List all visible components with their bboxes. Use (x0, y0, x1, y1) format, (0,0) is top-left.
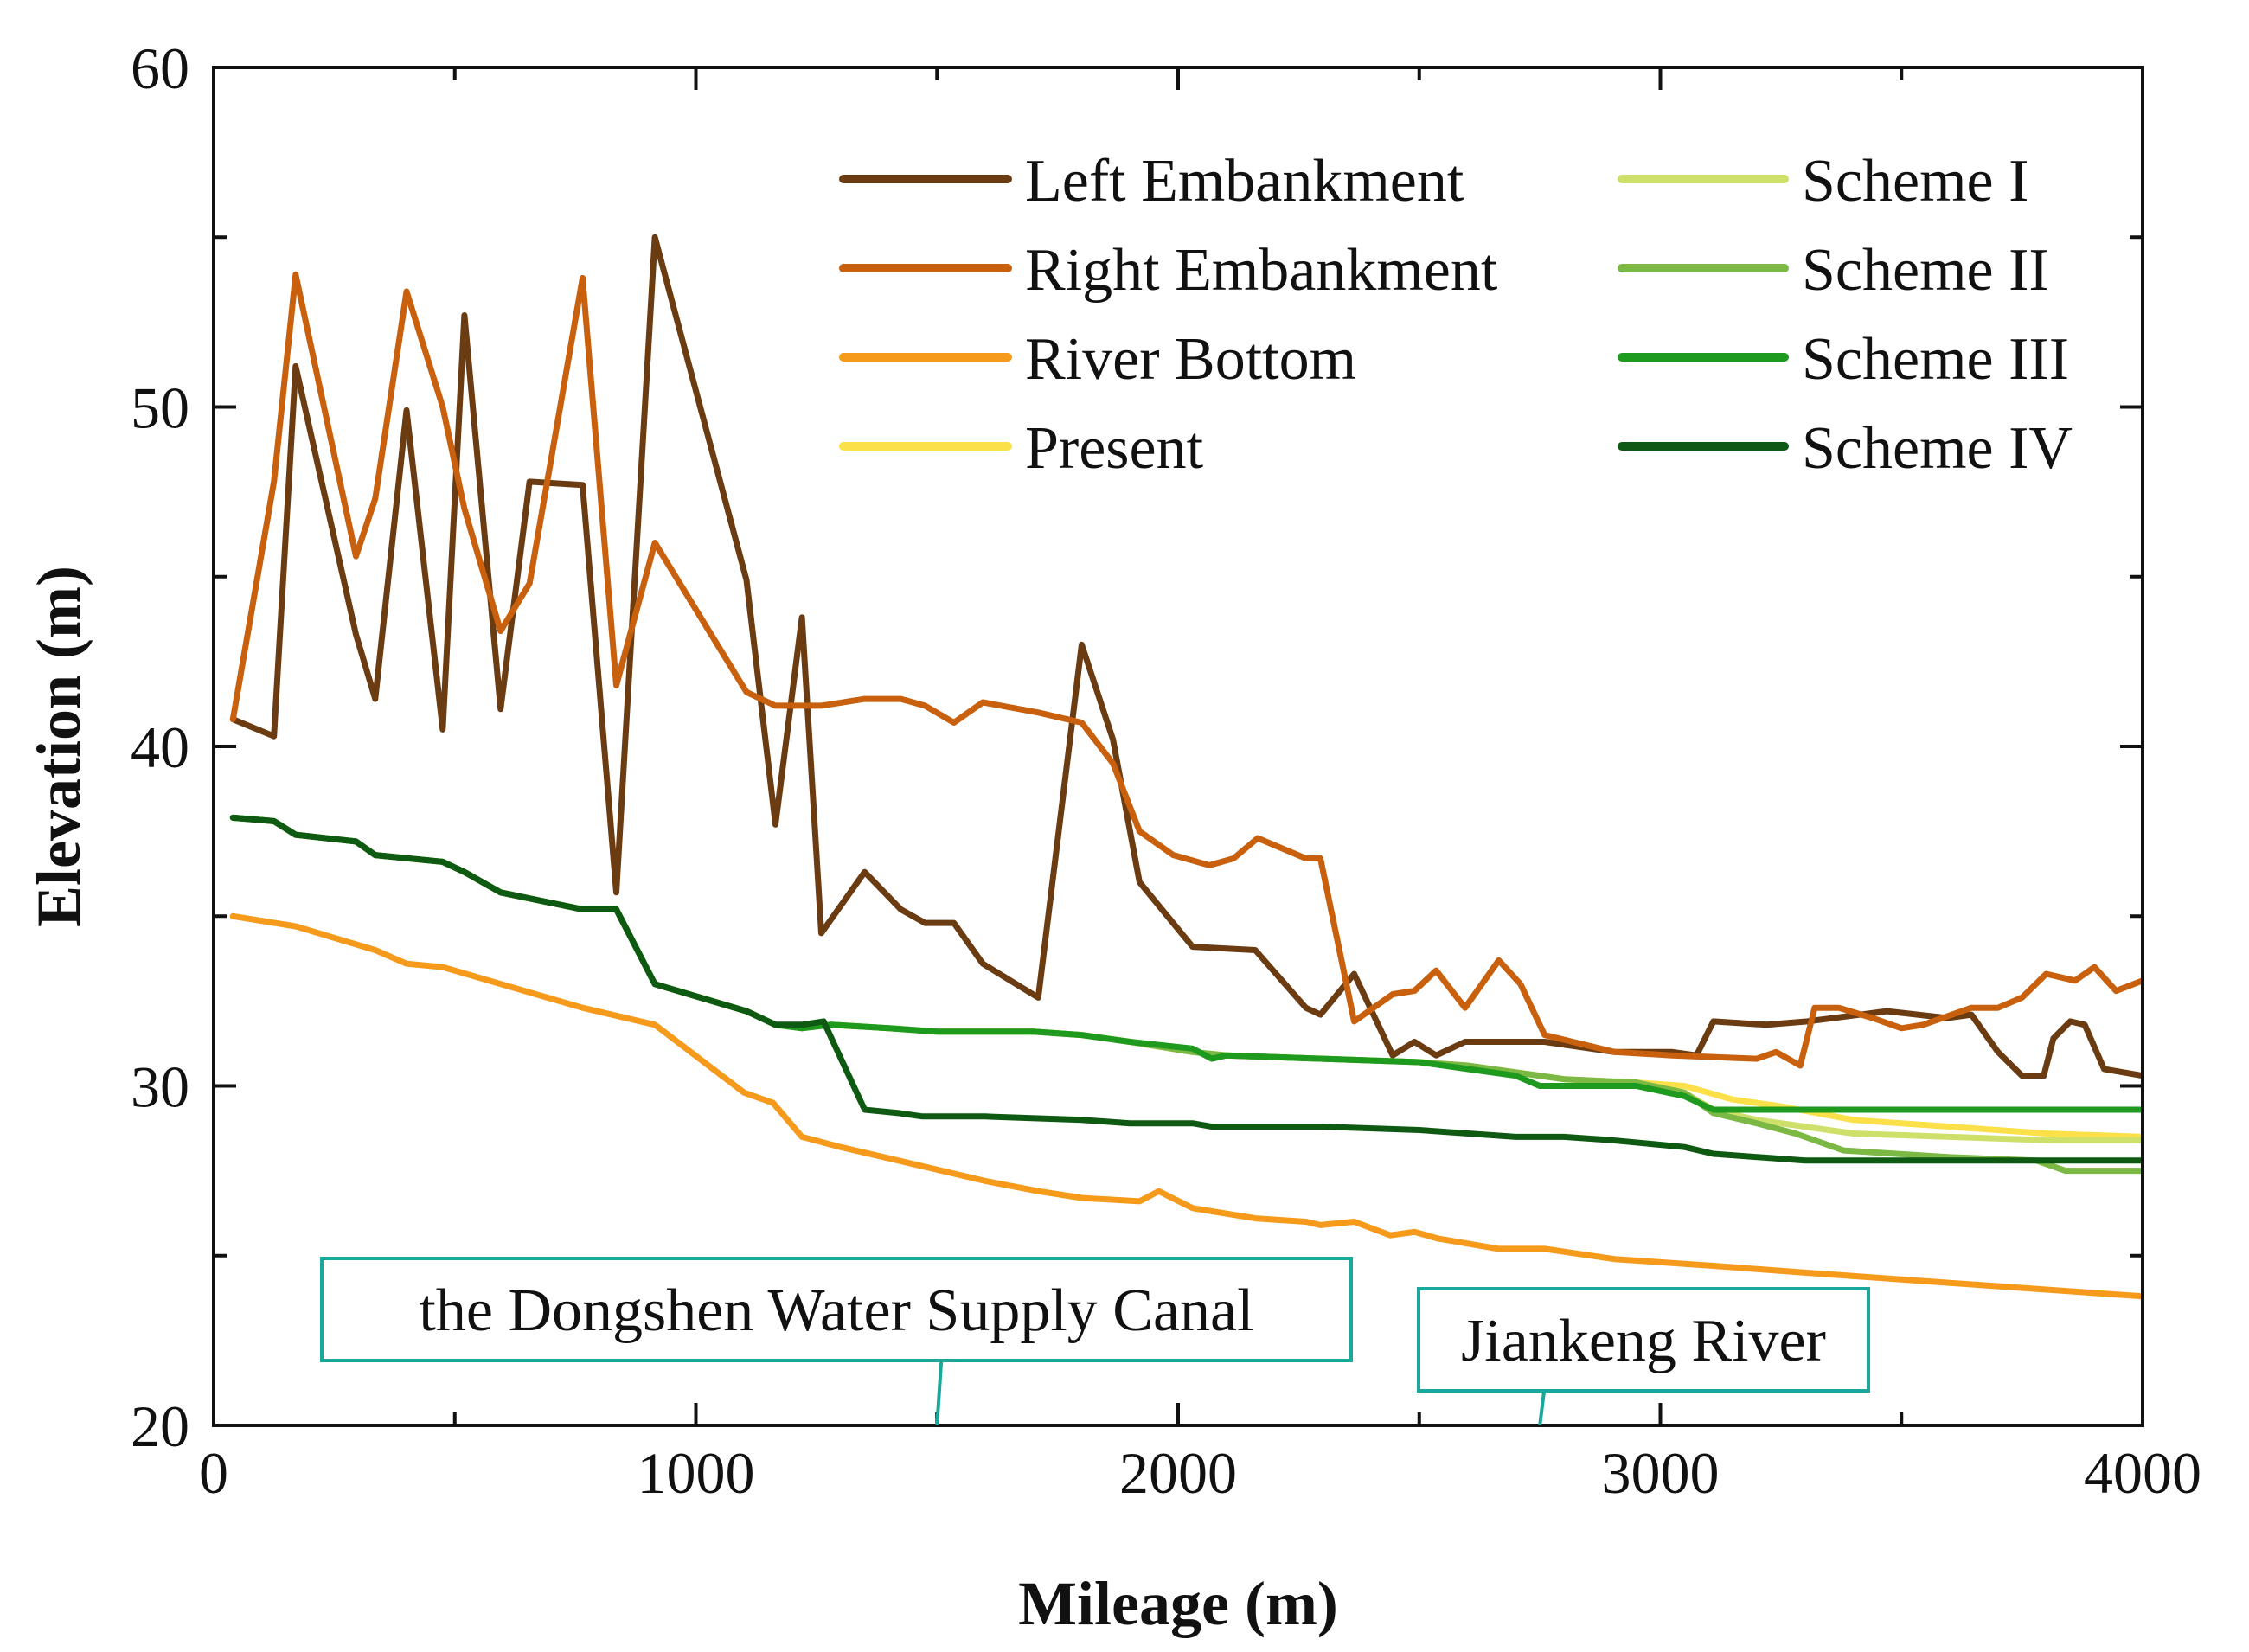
legend-label-scheme-iii: Scheme III (1802, 326, 2069, 393)
y-tick-label: 40 (131, 714, 189, 780)
series-layer (229, 234, 2143, 1300)
legend-label-scheme-ii: Scheme II (1802, 237, 2049, 304)
x-axis-title: Mileage (m) (1018, 1569, 1338, 1638)
axes-layer: 0 1000 2000 3000 4000 20 30 40 50 60 (131, 35, 2201, 1506)
series-line-present (229, 814, 2143, 1140)
legend-label-left-embankment: Left Embankment (1025, 148, 1464, 215)
annotation-label-jiankeng-river: Jiankeng River (1461, 1308, 1826, 1374)
annotation-label-dongshen-canal: the Dongshen Water Supply Canal (419, 1277, 1253, 1344)
annotation-pointer-jiankeng-river (1538, 1390, 1547, 1426)
y-tick-label: 50 (131, 375, 189, 441)
y-axis-title: Elevation (m) (24, 566, 93, 927)
legend: Left Embankment Right Embankment River Bot… (839, 148, 2073, 482)
x-tick-label: 2000 (1119, 1440, 1237, 1506)
x-tick-label: 4000 (2084, 1440, 2201, 1506)
annotation-box-jiankeng-river (1417, 1287, 1870, 1393)
series-line-river-bottom (229, 912, 2143, 1300)
annotation-layer: the Dongshen Water Supply Canal Jiankeng … (320, 1257, 1870, 1426)
y-tick-label: 30 (131, 1054, 189, 1120)
legend-label-present: Present (1025, 415, 1204, 482)
x-tick-label: 3000 (1602, 1440, 1720, 1506)
legend-label-scheme-i: Scheme I (1802, 148, 2028, 215)
x-tick-label: 1000 (638, 1440, 755, 1506)
legend-label-river-bottom: River Bottom (1025, 326, 1356, 393)
y-tick-label: 20 (131, 1393, 189, 1459)
annotation-box-dongshen-canal (320, 1257, 1353, 1362)
legend-label-right-embankment: Right Embankment (1025, 237, 1498, 304)
series-line-scheme-iv (229, 814, 2143, 1164)
series-line-right-embankment (229, 271, 2143, 1069)
legend-label-scheme-iv: Scheme IV (1802, 415, 2073, 482)
series-line-scheme-i (229, 814, 2143, 1143)
annotation-pointer-dongshen-canal (935, 1360, 944, 1426)
x-tick-label: 0 (199, 1440, 228, 1506)
y-tick-label: 60 (131, 35, 189, 101)
